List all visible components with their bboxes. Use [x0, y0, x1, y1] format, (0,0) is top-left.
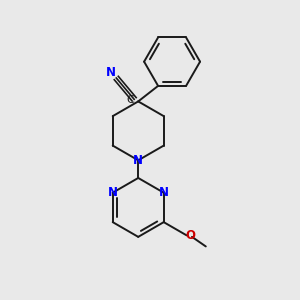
Text: N: N — [108, 186, 118, 199]
Text: O: O — [185, 230, 195, 242]
Text: N: N — [159, 186, 169, 199]
Text: N: N — [106, 67, 116, 80]
Text: N: N — [133, 154, 143, 167]
Text: C: C — [126, 95, 134, 105]
